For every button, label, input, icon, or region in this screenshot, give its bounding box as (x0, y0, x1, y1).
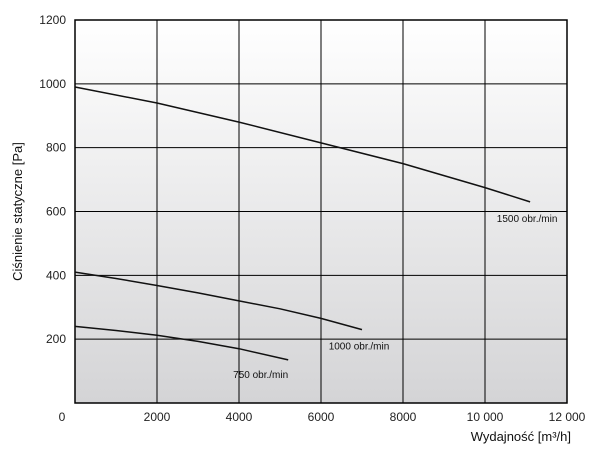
x-tick-label: 6000 (308, 410, 335, 424)
x-tick-label: 8000 (390, 410, 417, 424)
series-label: 1500 obr./min (497, 214, 558, 225)
x-tick-label: 12 000 (549, 410, 586, 424)
series-label: 750 obr./min (233, 370, 288, 381)
x-axis-ticks: 0 2000 4000 6000 8000 10 000 12 000 (59, 410, 586, 424)
x-tick-label: 10 000 (467, 410, 504, 424)
y-tick-label: 1000 (39, 77, 66, 91)
grid (75, 20, 567, 403)
series-line (74, 86, 531, 203)
y-axis-title: Ciśnienie statyczne [Pa] (10, 142, 25, 281)
series-labels: 1500 obr./min 1000 obr./min 750 obr./min (233, 214, 557, 381)
x-tick-label: 0 (59, 410, 66, 424)
y-axis-ticks: 200 400 600 800 1000 1200 (39, 13, 66, 346)
x-tick-label: 4000 (226, 410, 253, 424)
x-tick-label: 2000 (144, 410, 171, 424)
y-tick-label: 1200 (39, 13, 66, 27)
series-label: 1000 obr./min (329, 342, 390, 353)
y-tick-label: 200 (46, 332, 66, 346)
series-line (74, 325, 289, 361)
y-tick-label: 600 (46, 205, 66, 219)
y-tick-label: 800 (46, 141, 66, 155)
series-lines (74, 86, 531, 361)
series-line (74, 271, 363, 331)
x-axis-title: Wydajność [m³/h] (471, 429, 571, 444)
y-tick-label: 400 (46, 268, 66, 282)
plot-frame (74, 19, 568, 404)
